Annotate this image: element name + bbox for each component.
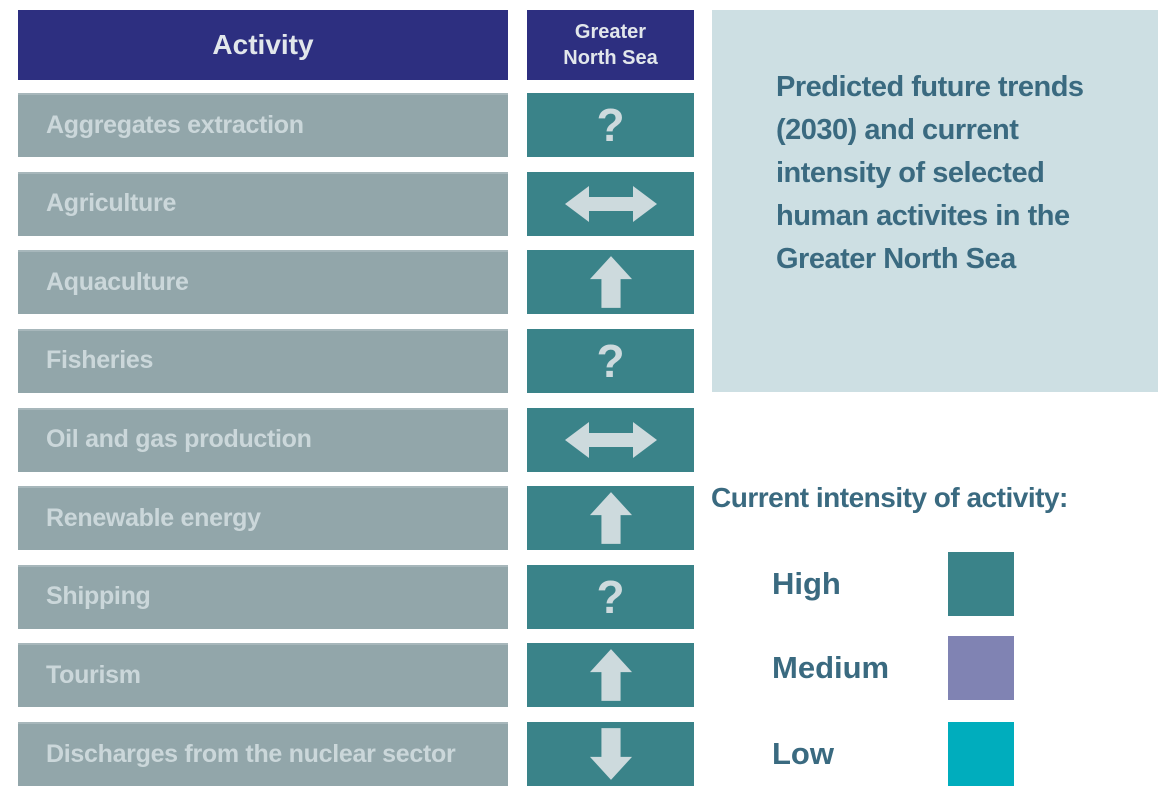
question-mark-icon: ? <box>596 99 625 151</box>
legend-item: High <box>772 552 1014 616</box>
activity-label: Tourism <box>46 660 141 689</box>
activity-cell: Fisheries <box>18 328 508 393</box>
activity-label: Fisheries <box>46 346 154 375</box>
table-row: Tourism <box>18 643 694 708</box>
activity-label: Renewable energy <box>46 503 261 532</box>
activity-cell: Aquaculture <box>18 250 508 315</box>
activity-cell: Tourism <box>18 643 508 708</box>
arrow-up-icon <box>589 256 632 309</box>
figure-title: Predicted future trends (2030) and curre… <box>776 71 1084 275</box>
trend-cell <box>527 722 694 786</box>
activity-label: Discharges from the nuclear sector <box>46 739 456 768</box>
arrow-left-right-icon <box>564 185 657 222</box>
activity-cell: Oil and gas production <box>18 407 508 472</box>
legend-swatch-high <box>948 552 1014 616</box>
question-mark-icon: ? <box>596 334 625 387</box>
question-mark-icon: ? <box>596 570 625 623</box>
activity-label: Oil and gas production <box>46 425 312 453</box>
gns-header-label: Greater North Sea <box>563 21 658 69</box>
table-row: Aggregates extraction? <box>18 93 694 157</box>
table-row: Renewable energy <box>18 486 694 551</box>
legend-swatch-low <box>948 722 1014 786</box>
activity-column-header: Activity <box>18 10 508 80</box>
legend-label: Medium <box>772 650 890 685</box>
table-row: Shipping? <box>18 564 694 629</box>
legend-swatch-medium <box>948 636 1014 700</box>
table-header: Activity Greater North Sea <box>18 10 694 80</box>
table-row: Aquaculture <box>18 250 694 315</box>
trend-cell <box>527 643 694 708</box>
activity-cell: Aggregates extraction <box>18 93 508 157</box>
legend-item: Low <box>772 722 1014 786</box>
activity-cell: Renewable energy <box>18 486 508 551</box>
activity-label: Aggregates extraction <box>46 110 304 139</box>
arrow-left-right-icon <box>564 421 657 458</box>
trend-cell <box>527 407 694 472</box>
activity-label: Shipping <box>46 582 151 611</box>
table-row: Discharges from the nuclear sector <box>18 722 694 786</box>
activity-label: Agriculture <box>46 189 177 218</box>
legend-label: Low <box>772 736 834 771</box>
table-row: Oil and gas production <box>18 407 694 472</box>
trend-cell: ? <box>527 328 694 393</box>
arrow-up-icon <box>589 492 632 544</box>
greater-north-sea-column-header: Greater North Sea <box>527 10 694 80</box>
table-row: Fisheries? <box>18 328 694 393</box>
activity-cell: Shipping <box>18 564 508 629</box>
legend-heading: Current intensity of activity: <box>711 482 1068 513</box>
activity-label: Aquaculture <box>46 267 189 296</box>
title-panel: Predicted future trends (2030) and curre… <box>712 10 1158 392</box>
activity-cell: Agriculture <box>18 171 508 236</box>
trend-cell <box>527 250 694 315</box>
arrow-down-icon <box>589 728 632 780</box>
trend-cell: ? <box>527 564 694 629</box>
legend-item: Medium <box>772 636 1014 700</box>
activity-header-label: Activity <box>212 29 314 60</box>
trend-cell <box>527 171 694 236</box>
trend-cell: ? <box>527 93 694 157</box>
arrow-up-icon <box>589 649 632 702</box>
activity-cell: Discharges from the nuclear sector <box>18 722 508 786</box>
table-row: Agriculture <box>18 171 694 236</box>
trend-cell <box>527 486 694 551</box>
table-body: Aggregates extraction? Agriculture Aquacul… <box>18 93 694 786</box>
legend-label: High <box>772 566 841 601</box>
